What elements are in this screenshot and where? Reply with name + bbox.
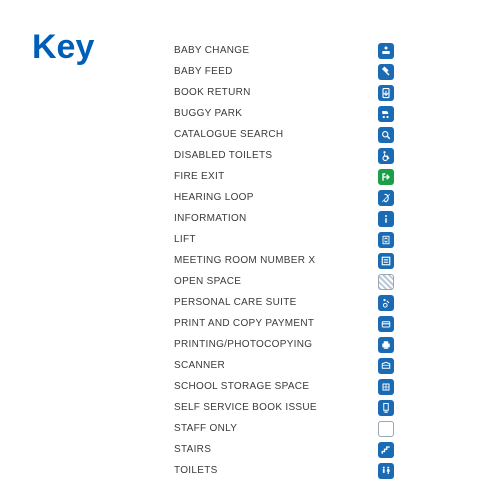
legend-row: TOILETS xyxy=(174,460,394,481)
legend-row: MEETING ROOM NUMBER X xyxy=(174,250,394,271)
legend-row: FIRE EXIT xyxy=(174,166,394,187)
legend-label: SCANNER xyxy=(174,360,225,371)
legend-row: PRINTING/PHOTOCOPYING xyxy=(174,334,394,355)
info-icon xyxy=(378,211,394,227)
page-title: Key xyxy=(32,28,94,67)
baby-feed-icon xyxy=(378,64,394,80)
legend-label: STAIRS xyxy=(174,444,211,455)
ear-icon xyxy=(378,190,394,206)
room-icon xyxy=(378,253,394,269)
legend-row: BABY CHANGE xyxy=(174,40,394,61)
exit-icon xyxy=(378,169,394,185)
legend-label: DISABLED TOILETS xyxy=(174,150,272,161)
legend-label: MEETING ROOM NUMBER X xyxy=(174,255,315,266)
legend-label: BABY FEED xyxy=(174,66,233,77)
payment-icon xyxy=(378,316,394,332)
legend-label: SELF SERVICE BOOK ISSUE xyxy=(174,402,317,413)
legend-row: SELF SERVICE BOOK ISSUE xyxy=(174,397,394,418)
legend-label: BOOK RETURN xyxy=(174,87,251,98)
printer-icon xyxy=(378,337,394,353)
legend-label: PRINT AND COPY PAYMENT xyxy=(174,318,314,329)
legend-row: SCHOOL STORAGE SPACE xyxy=(174,376,394,397)
legend-label: CATALOGUE SEARCH xyxy=(174,129,283,140)
legend-row: SCANNER xyxy=(174,355,394,376)
legend-label: OPEN SPACE xyxy=(174,276,241,287)
legend-row: STAFF ONLY xyxy=(174,418,394,439)
legend-row: BABY FEED xyxy=(174,61,394,82)
care-icon xyxy=(378,295,394,311)
buggy-icon xyxy=(378,106,394,122)
self-service-icon xyxy=(378,400,394,416)
legend-label: BUGGY PARK xyxy=(174,108,242,119)
legend-label: FIRE EXIT xyxy=(174,171,224,182)
search-icon xyxy=(378,127,394,143)
legend-list: BABY CHANGE BABY FEED BOOK RETURN BUGGY PAR… xyxy=(174,40,394,481)
legend-label: HEARING LOOP xyxy=(174,192,254,203)
legend-row: HEARING LOOP xyxy=(174,187,394,208)
legend-label: STAFF ONLY xyxy=(174,423,237,434)
legend-row: CATALOGUE SEARCH xyxy=(174,124,394,145)
legend-row: DISABLED TOILETS xyxy=(174,145,394,166)
legend-row: INFORMATION xyxy=(174,208,394,229)
legend-row: BOOK RETURN xyxy=(174,82,394,103)
legend-row: PRINT AND COPY PAYMENT xyxy=(174,313,394,334)
hatched-icon xyxy=(378,274,394,290)
legend-row: STAIRS xyxy=(174,439,394,460)
legend-label: PRINTING/PHOTOCOPYING xyxy=(174,339,312,350)
legend-row: BUGGY PARK xyxy=(174,103,394,124)
lift-icon xyxy=(378,232,394,248)
legend-label: LIFT xyxy=(174,234,196,245)
legend-row: OPEN SPACE xyxy=(174,271,394,292)
baby-change-icon xyxy=(378,43,394,59)
legend-label: PERSONAL CARE SUITE xyxy=(174,297,297,308)
wheelchair-icon xyxy=(378,148,394,164)
scanner-icon xyxy=(378,358,394,374)
stairs-icon xyxy=(378,442,394,458)
blank-icon xyxy=(378,421,394,437)
legend-label: SCHOOL STORAGE SPACE xyxy=(174,381,309,392)
legend-label: INFORMATION xyxy=(174,213,247,224)
storage-icon xyxy=(378,379,394,395)
legend-row: LIFT xyxy=(174,229,394,250)
book-return-icon xyxy=(378,85,394,101)
legend-label: TOILETS xyxy=(174,465,218,476)
toilets-icon xyxy=(378,463,394,479)
legend-row: PERSONAL CARE SUITE xyxy=(174,292,394,313)
legend-label: BABY CHANGE xyxy=(174,45,249,56)
